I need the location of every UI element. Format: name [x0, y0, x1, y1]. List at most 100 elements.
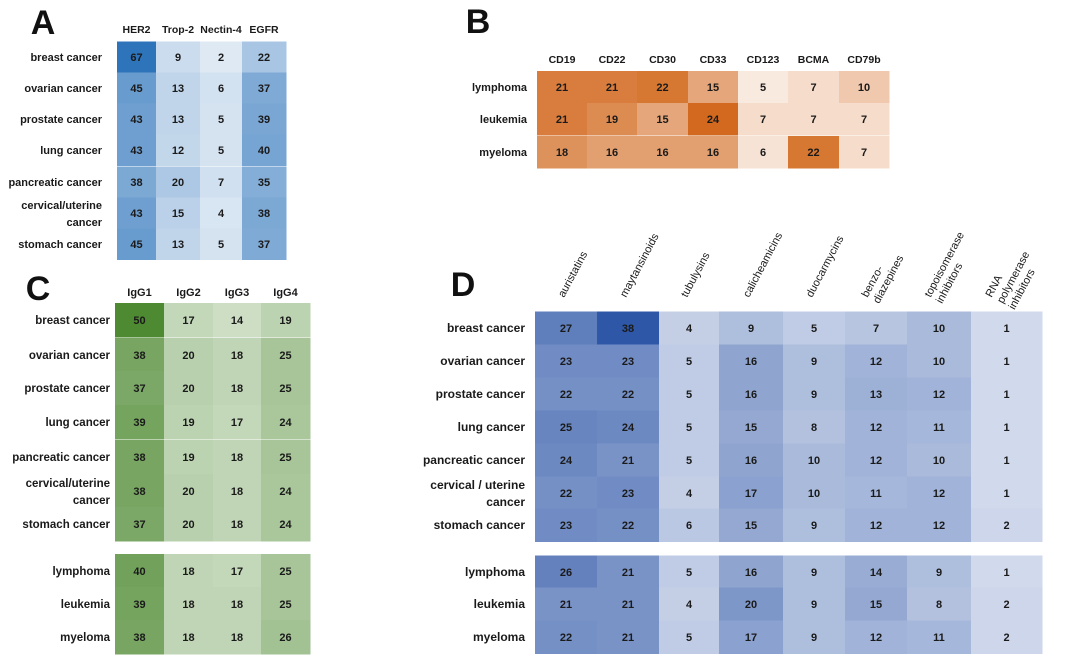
column-header: IgG1	[127, 287, 151, 299]
cell-value: 17	[182, 315, 194, 327]
heatmap-cell	[907, 555, 972, 589]
heatmap-cell	[907, 344, 972, 378]
row-label: stomach cancer	[18, 239, 102, 251]
heatmap-cell	[597, 476, 660, 510]
heatmap-cell	[587, 103, 638, 136]
cell-value: 1	[1003, 422, 1009, 434]
cell-value: 13	[172, 83, 184, 95]
heatmap-cell	[783, 587, 846, 621]
heatmap-cell	[907, 508, 972, 542]
panel-c: C 50 17 14 19 38 20 18 25 37 20 18 25 39 19 17 24 38 19 18 2…	[12, 270, 311, 655]
cell-value: 21	[622, 567, 634, 579]
column-header: IgG4	[273, 287, 298, 299]
cell-value: 17	[745, 632, 757, 644]
heatmap-cell	[242, 41, 287, 73]
heatmap-cell	[907, 620, 972, 654]
cell-value: 9	[175, 52, 181, 64]
cell-value: 17	[745, 488, 757, 500]
heatmap-cell	[200, 41, 243, 73]
heatmap-cell	[597, 344, 660, 378]
cell-value: 5	[760, 82, 766, 94]
cell-value: 10	[858, 82, 870, 94]
cell-value: 7	[218, 177, 224, 189]
column-header: calicheamicins	[741, 230, 785, 299]
cell-value: 19	[182, 452, 194, 464]
row-label: stomach cancer	[22, 519, 110, 531]
heatmap-cell	[164, 507, 214, 542]
cell-value: 1	[1003, 567, 1009, 579]
cell-value: 24	[622, 422, 635, 434]
heatmap-cell	[783, 344, 846, 378]
heatmap-cell	[659, 555, 720, 589]
column-header: IgG2	[176, 287, 200, 299]
column-header: CD19	[549, 54, 576, 66]
heatmap-cell	[719, 555, 784, 589]
cell-value: 14	[870, 567, 883, 579]
cell-value: 19	[606, 114, 618, 126]
row-label: stomach cancer	[434, 518, 526, 532]
cell-value: 5	[686, 389, 692, 401]
cell-value: 25	[279, 599, 291, 611]
heatmap-cell	[200, 72, 243, 104]
heatmap-cell	[907, 587, 972, 621]
heatmap-cell	[115, 405, 165, 440]
heatmap-cell	[719, 377, 784, 411]
heatmap-cell	[845, 443, 908, 477]
cell-value: 26	[560, 567, 572, 579]
cell-value: 1	[1003, 323, 1009, 335]
heatmap-cell	[845, 555, 908, 589]
heatmap-cell	[115, 507, 165, 542]
column-header: IgG3	[225, 287, 249, 299]
cell-value: 5	[686, 632, 692, 644]
cell-value: 18	[231, 632, 243, 644]
heatmap-cell	[242, 103, 287, 135]
heatmap-cell	[971, 620, 1043, 654]
heatmap-cell	[164, 405, 214, 440]
cell-value: 12	[870, 455, 882, 467]
cell-value: 20	[172, 177, 184, 189]
cell-value: 7	[810, 114, 816, 126]
heatmap-cell	[719, 311, 784, 345]
group-separator	[114, 541, 311, 554]
heatmap-cell	[117, 72, 157, 104]
heatmap-cell	[535, 587, 598, 621]
cell-value: 18	[556, 147, 568, 159]
row-label: ovarian cancer	[24, 83, 102, 95]
cell-value: 39	[133, 417, 145, 429]
heatmap-cell	[537, 71, 588, 104]
column-header: Nectin-4	[200, 24, 242, 36]
cell-value: 5	[686, 422, 692, 434]
cell-value: 22	[258, 52, 270, 64]
row-label: ovarian cancer	[29, 350, 111, 362]
column-header: duocarmycins	[804, 233, 847, 299]
cell-value: 26	[279, 632, 291, 644]
cell-value: 15	[745, 422, 757, 434]
cell-value: 37	[133, 383, 145, 395]
cell-value: 10	[808, 455, 820, 467]
cell-value: 4	[686, 599, 693, 611]
cell-value: 43	[130, 208, 142, 220]
column-header: CD33	[700, 54, 727, 66]
cell-value: 23	[560, 520, 572, 532]
cell-value: 5	[686, 455, 692, 467]
row-label: breast cancer	[35, 315, 110, 327]
cell-value: 1	[1003, 356, 1009, 368]
heatmap-cell	[213, 554, 262, 589]
row-label: cervical / uterine cancer	[430, 478, 525, 509]
row-label: myeloma	[479, 147, 528, 159]
heatmap-cell	[115, 474, 165, 509]
heatmap-cell	[156, 228, 201, 260]
heatmap-cell	[115, 554, 165, 589]
cell-value: 12	[870, 356, 882, 368]
cell-value: 22	[622, 520, 634, 532]
heatmap-cell	[115, 587, 165, 622]
heatmap-cell	[688, 71, 739, 104]
heatmap-cell	[845, 410, 908, 444]
heatmap-cell	[535, 344, 598, 378]
cell-value: 1	[1003, 389, 1009, 401]
panel-b: B 21 21 22 15 5 7 10 21 19 15 24 7 7 7 18 16 16 16 6 22 7 lymp…	[466, 3, 890, 169]
cell-value: 18	[182, 599, 194, 611]
heatmap-cell	[783, 377, 846, 411]
cell-value: 5	[811, 323, 817, 335]
heatmap-cell	[213, 440, 262, 475]
